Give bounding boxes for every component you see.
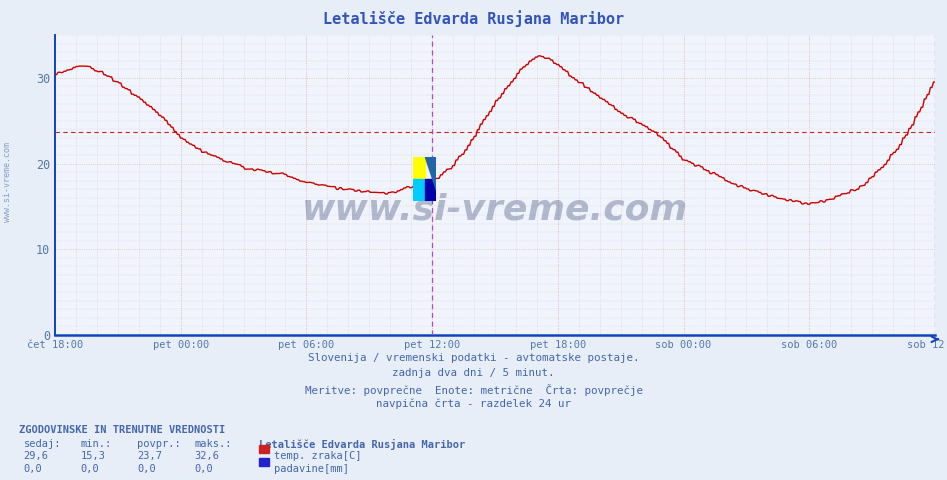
- Text: povpr.:: povpr.:: [137, 439, 181, 449]
- Text: Slovenija / vremenski podatki - avtomatske postaje.: Slovenija / vremenski podatki - avtomats…: [308, 353, 639, 363]
- Text: navpična črta - razdelek 24 ur: navpična črta - razdelek 24 ur: [376, 399, 571, 409]
- Text: www.si-vreme.com: www.si-vreme.com: [3, 143, 12, 222]
- Text: zadnja dva dni / 5 minut.: zadnja dva dni / 5 minut.: [392, 368, 555, 378]
- Bar: [424, 179, 437, 201]
- Text: temp. zraka[C]: temp. zraka[C]: [274, 451, 361, 461]
- Text: 29,6: 29,6: [24, 451, 48, 461]
- Text: www.si-vreme.com: www.si-vreme.com: [302, 192, 688, 226]
- Polygon shape: [424, 157, 437, 190]
- Text: padavine[mm]: padavine[mm]: [274, 464, 348, 474]
- Text: ZGODOVINSKE IN TRENUTNE VREDNOSTI: ZGODOVINSKE IN TRENUTNE VREDNOSTI: [19, 425, 225, 435]
- Bar: [413, 179, 424, 201]
- Bar: [413, 157, 424, 179]
- Text: 23,7: 23,7: [137, 451, 162, 461]
- Text: 15,3: 15,3: [80, 451, 105, 461]
- Text: sedaj:: sedaj:: [24, 439, 62, 449]
- Text: 0,0: 0,0: [137, 464, 156, 474]
- Text: Letališče Edvarda Rusjana Maribor: Letališče Edvarda Rusjana Maribor: [323, 11, 624, 27]
- Text: 0,0: 0,0: [80, 464, 99, 474]
- Text: Letališče Edvarda Rusjana Maribor: Letališče Edvarda Rusjana Maribor: [259, 439, 465, 450]
- Text: 0,0: 0,0: [194, 464, 213, 474]
- Text: Meritve: povprečne  Enote: metrične  Črta: povprečje: Meritve: povprečne Enote: metrične Črta:…: [305, 384, 642, 396]
- Text: 0,0: 0,0: [24, 464, 43, 474]
- Text: 32,6: 32,6: [194, 451, 219, 461]
- Text: min.:: min.:: [80, 439, 112, 449]
- Text: maks.:: maks.:: [194, 439, 232, 449]
